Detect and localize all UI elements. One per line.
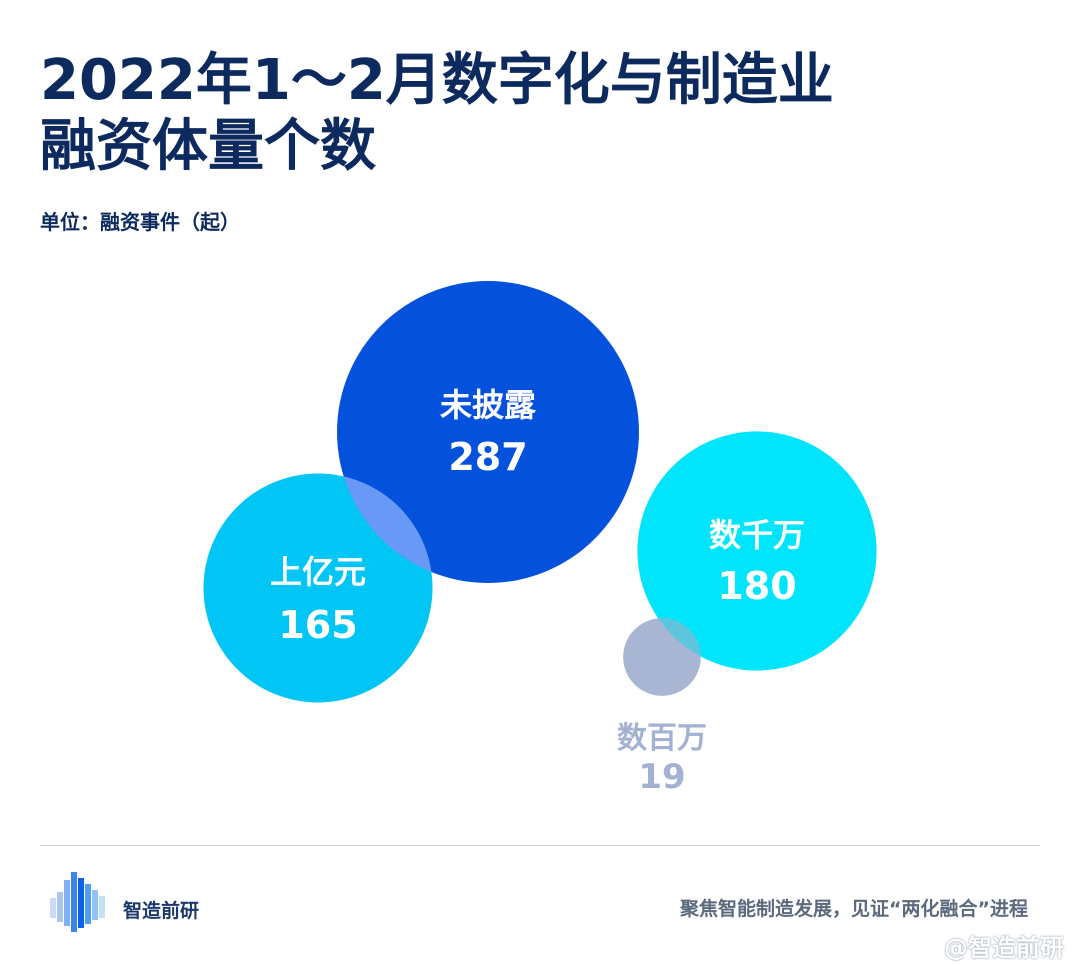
- footer-divider: [40, 845, 1040, 846]
- title-line-1: 2022年1～2月数字化与制造业: [40, 48, 834, 113]
- bubble-value-1: 287: [448, 435, 527, 479]
- unit-label: 单位：融资事件（起）: [40, 210, 240, 234]
- footer-slogan: 聚焦智能制造发展，见证“两化融合”进程: [680, 898, 1028, 920]
- brand-logo-icon: [50, 872, 105, 932]
- bubble-value-3: 180: [717, 564, 796, 608]
- bubble-label-2: 上亿元: [270, 553, 366, 591]
- bubble-label-4: 数百万: [617, 721, 707, 756]
- watermark: @智造前研: [944, 934, 1064, 962]
- brand-name: 智造前研: [123, 900, 200, 922]
- chart-title: 2022年1～2月数字化与制造业 融资体量个数: [40, 48, 834, 180]
- bubble-value-2: 165: [278, 603, 357, 647]
- bubble-label-1: 未披露: [440, 386, 537, 424]
- title-line-2: 融资体量个数: [40, 114, 376, 179]
- bubble-value-4: 19: [638, 757, 685, 797]
- bubble-label-3: 数千万: [709, 516, 805, 554]
- bubble-3: [637, 431, 877, 671]
- bubble-1: [337, 281, 639, 583]
- bubble-overlap: [337, 473, 433, 583]
